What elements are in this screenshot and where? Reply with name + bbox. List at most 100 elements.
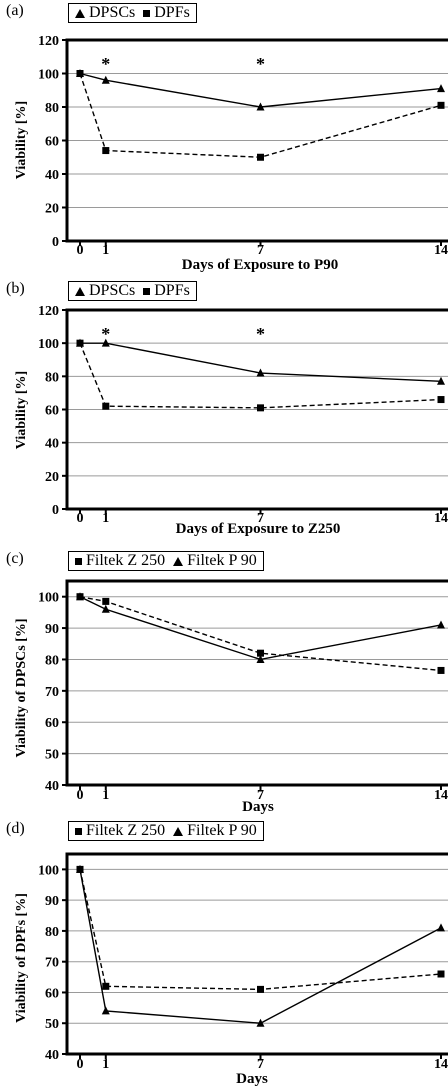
square-marker xyxy=(102,597,110,605)
plot-frame xyxy=(65,852,448,1056)
series-line xyxy=(79,342,442,409)
triangle-marker xyxy=(437,620,445,629)
y-tick-label: 60 xyxy=(45,986,59,1001)
legend-label: DPSCs xyxy=(89,282,136,299)
triangle-marker-icon xyxy=(75,8,85,18)
y-tick-label: 100 xyxy=(38,591,59,606)
square-marker xyxy=(437,101,445,109)
y-tick-label: 40 xyxy=(45,437,59,452)
x-tick-label: 14 xyxy=(434,788,448,803)
chart-c-svg: 40 50 60 70 80 90 100 0 1 7 14 xyxy=(38,579,448,803)
x-axis-label-c: Days xyxy=(242,799,274,815)
x-tick-label: 0 xyxy=(77,511,84,526)
legend-entry: Filtek P 90 xyxy=(173,822,257,840)
y-tick-label: 100 xyxy=(38,68,59,83)
y-tick-label: 40 xyxy=(45,168,59,183)
y-tick-label: 50 xyxy=(45,1017,59,1032)
y-tick-label: 50 xyxy=(45,748,59,763)
chart-panel-a: 0 20 40 60 80 100 120 0 1 7 14 * * (a) DPSCs DPFs Vi… xyxy=(0,0,448,273)
chart-panel-d: 40 50 60 70 80 90 100 0 1 7 14 (d) Filtek Z 250 Fi… xyxy=(0,818,448,1087)
square-marker xyxy=(257,985,264,993)
legend-b: DPSCs DPFs xyxy=(68,281,197,301)
chart-d-svg: 40 50 60 70 80 90 100 0 1 7 14 xyxy=(38,852,448,1072)
x-tick-label: 14 xyxy=(434,243,448,258)
significance-asterisk: * xyxy=(101,54,110,74)
y-tick-label: 60 xyxy=(45,716,59,731)
plot-frame xyxy=(65,579,448,787)
legend-entry: Filtek Z 250 xyxy=(75,552,165,570)
significance-asterisk: * xyxy=(101,324,110,344)
legend-entry: DPSCs xyxy=(75,4,135,22)
square-marker xyxy=(102,982,110,990)
legend-entry: DPFs xyxy=(143,4,190,22)
y-tick-label: 80 xyxy=(45,925,59,940)
triangle-marker xyxy=(101,604,110,613)
x-axis-label-d: Days xyxy=(236,1071,268,1087)
x-tick-label: 1 xyxy=(102,243,109,258)
y-tick-label: 20 xyxy=(45,470,59,485)
triangle-marker xyxy=(101,75,110,84)
panel-label-b: (b) xyxy=(6,280,25,297)
square-marker xyxy=(437,970,445,978)
legend-label: Filtek Z 250 xyxy=(86,822,166,839)
legend-entry: DPFs xyxy=(143,282,190,300)
triangle-marker-icon xyxy=(173,556,184,566)
triangle-marker xyxy=(101,338,110,347)
x-tick-label: 14 xyxy=(434,1057,448,1072)
y-tick-label: 0 xyxy=(52,235,59,250)
y-tick-label: 90 xyxy=(45,622,59,637)
legend-entry: Filtek Z 250 xyxy=(75,822,165,840)
square-marker xyxy=(437,666,445,674)
chart-panel-c: 40 50 60 70 80 90 100 0 1 7 14 (c) Filtek Z 250 Fi… xyxy=(0,548,448,818)
y-axis-label-c: Viability of DPSCs [%] xyxy=(14,618,29,758)
triangle-marker-icon xyxy=(173,826,184,836)
triangle-marker xyxy=(256,1018,265,1027)
square-marker-icon xyxy=(143,9,151,17)
legend-entry: Filtek P 90 xyxy=(173,552,257,570)
series-line xyxy=(79,869,442,1024)
legend-label: Filtek P 90 xyxy=(187,822,257,839)
legend-label: Filtek Z 250 xyxy=(86,552,166,569)
y-tick-label: 80 xyxy=(45,370,59,385)
square-marker xyxy=(257,153,264,161)
series-line xyxy=(79,73,442,158)
chart-a-svg: 0 20 40 60 80 100 120 0 1 7 14 * * xyxy=(38,34,448,258)
y-tick-label: 40 xyxy=(45,1048,59,1063)
triangle-marker xyxy=(437,923,445,932)
triangle-marker xyxy=(76,864,84,873)
panel-label-c: (c) xyxy=(6,550,24,567)
y-tick-label: 120 xyxy=(38,304,59,319)
significance-asterisk: * xyxy=(256,324,265,344)
y-tick-label: 100 xyxy=(38,863,59,878)
square-marker xyxy=(257,404,264,412)
panel-label-d: (d) xyxy=(6,820,25,837)
square-marker xyxy=(102,402,110,410)
legend-label: DPFs xyxy=(154,282,190,299)
triangle-marker xyxy=(76,592,84,601)
y-tick-label: 120 xyxy=(38,34,59,49)
y-tick-label: 40 xyxy=(45,779,59,794)
square-marker xyxy=(257,649,264,657)
x-axis-label-a: Days of Exposure to P90 xyxy=(181,257,339,273)
square-marker xyxy=(76,339,84,347)
y-tick-label: 90 xyxy=(45,894,59,909)
square-marker-icon xyxy=(75,827,82,835)
triangle-marker xyxy=(437,84,445,93)
y-tick-label: 70 xyxy=(45,685,59,700)
y-axis-label-a: Viability [%] xyxy=(14,100,29,180)
square-marker xyxy=(102,147,110,155)
legend-entry: DPSCs xyxy=(75,282,135,300)
legend-c: Filtek Z 250 Filtek P 90 xyxy=(68,551,264,571)
y-axis-label-b: Viability [%] xyxy=(14,370,29,450)
series-line xyxy=(79,72,442,108)
square-marker-icon xyxy=(143,287,151,295)
triangle-marker xyxy=(101,1006,110,1015)
triangle-marker xyxy=(256,368,265,377)
y-tick-label: 0 xyxy=(52,503,59,518)
x-tick-label: 7 xyxy=(257,788,264,803)
y-tick-label: 60 xyxy=(45,135,59,150)
chart-b-svg: 0 20 40 60 80 100 120 0 1 7 14 * * xyxy=(38,304,448,526)
x-tick-label: 7 xyxy=(257,511,264,526)
x-tick-label: 7 xyxy=(257,1057,264,1072)
series-line xyxy=(79,596,442,661)
